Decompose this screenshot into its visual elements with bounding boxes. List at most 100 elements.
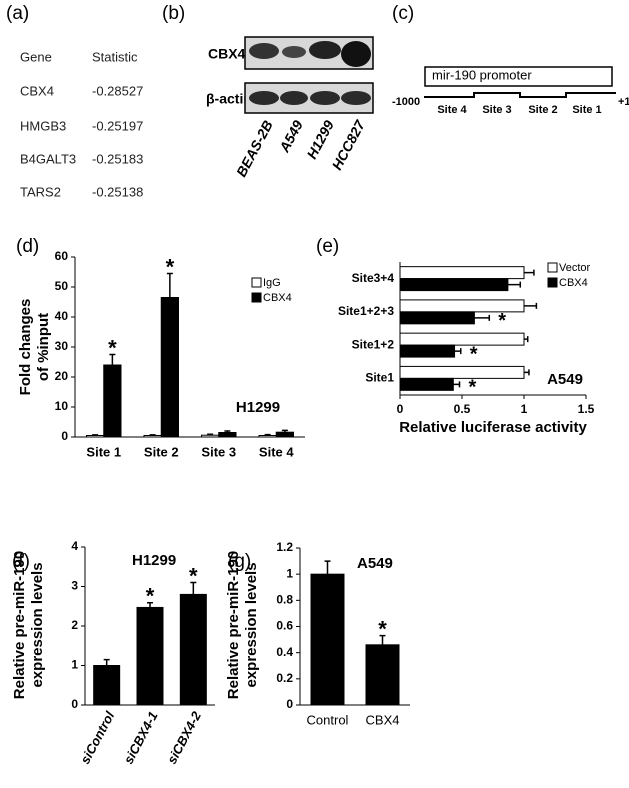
error-bar: [166, 272, 173, 298]
y-tick-label: 0.4: [276, 645, 293, 659]
table-cell: -0.28527: [92, 83, 143, 98]
annotation: H1299: [236, 399, 280, 416]
significance: *: [470, 343, 478, 365]
panel-label: (d): [16, 236, 39, 257]
bar: [179, 593, 207, 706]
bar: [399, 278, 509, 292]
bar: [275, 431, 294, 438]
error-bar: [109, 353, 116, 365]
x-tick-label: Site 2: [144, 444, 179, 459]
bar: [399, 266, 525, 280]
promoter-box: [424, 66, 613, 87]
cell-line-label: BEAS-2B: [233, 118, 276, 180]
error-bar: [524, 369, 530, 376]
x-tick-label: 1.5: [578, 402, 595, 416]
protein-label: CBX4: [208, 46, 246, 62]
table-cell: -0.25138: [92, 184, 143, 199]
panel-label: (a): [6, 3, 29, 24]
position-label: -1000: [392, 96, 420, 108]
y-tick-label: 0: [286, 697, 293, 711]
y-tick-label: 1.2: [276, 540, 293, 554]
error-bar: [224, 430, 231, 433]
y-tick-label: 0: [61, 429, 68, 443]
bar: [218, 432, 237, 438]
y-axis-label: Fold changes: [17, 299, 34, 396]
error-bar: [281, 429, 288, 433]
significance: *: [146, 584, 155, 609]
x-tick-label: siCBX4-2: [164, 708, 204, 766]
y-tick-label: 10: [55, 399, 69, 413]
error-bar: [92, 434, 99, 436]
error-bar: [324, 560, 331, 575]
legend-label: CBX4: [263, 292, 292, 304]
y-tick-label: Site1: [365, 371, 394, 385]
bar: [86, 435, 105, 438]
y-axis-label: expression levels: [29, 562, 46, 687]
y-tick-label: 2: [71, 618, 78, 632]
error-bar: [103, 658, 110, 666]
x-tick-label: siControl: [77, 709, 117, 767]
bar: [136, 606, 164, 706]
y-tick-label: 20: [55, 369, 69, 383]
error-bar: [524, 302, 538, 309]
bar: [258, 435, 277, 438]
significance: *: [378, 616, 387, 641]
legend-swatch: [251, 277, 262, 288]
table-cell: CBX4: [20, 83, 54, 98]
table-cell: -0.25183: [92, 151, 143, 166]
panel-label: (c): [392, 3, 414, 24]
x-tick-label: Site 3: [201, 444, 236, 459]
error-bar: [524, 269, 535, 276]
panel-label: (b): [162, 3, 185, 24]
panel-label: (f): [12, 551, 30, 572]
y-tick-label: Site1+2: [352, 337, 395, 351]
x-tick-label: Site 1: [86, 444, 121, 459]
chart-title: A549: [357, 555, 393, 572]
site-label: Site 1: [572, 104, 601, 116]
y-tick-label: 0.8: [276, 593, 293, 607]
position-label: +1: [618, 96, 629, 108]
significance: *: [469, 377, 477, 399]
bar: [103, 364, 122, 438]
x-tick-label: siCBX4-1: [121, 709, 161, 766]
bar: [399, 365, 525, 379]
error-bar: [524, 336, 529, 343]
y-tick-label: 0.6: [276, 619, 293, 633]
table-header: Gene: [20, 49, 52, 64]
y-tick-label: 3: [71, 579, 78, 593]
bar: [143, 435, 162, 438]
promoter-line: [424, 92, 616, 98]
promoter-label: mir-190 promoter: [432, 67, 532, 82]
bar: [399, 377, 454, 391]
error-bar: [507, 281, 522, 288]
table-cell: -0.25197: [92, 118, 143, 133]
x-tick-label: 1: [521, 402, 528, 416]
cell-line-label: A549: [276, 117, 306, 155]
table-cell: B4GALT3: [20, 151, 76, 166]
significance: *: [166, 254, 175, 279]
significance: *: [498, 310, 506, 332]
bar: [399, 344, 456, 358]
y-axis-label: of %input: [35, 313, 52, 381]
bar: [399, 332, 525, 346]
error-bar: [147, 601, 153, 608]
blot: [244, 36, 374, 114]
y-tick-label: 60: [55, 249, 69, 263]
panel-label: (e): [316, 236, 339, 257]
site-label: Site 4: [437, 104, 467, 116]
x-tick-label: CBX4: [366, 712, 400, 727]
y-tick-label: 0.2: [276, 671, 293, 685]
y-tick-label: 0: [71, 697, 78, 711]
y-tick-label: Site3+4: [352, 271, 395, 285]
error-bar: [190, 581, 197, 595]
significance: *: [108, 335, 117, 360]
x-tick-label: 0.5: [454, 402, 471, 416]
legend-label: IgG: [263, 277, 281, 289]
y-axis-label: Relative pre-miR-190: [11, 551, 28, 699]
y-tick-label: 1: [286, 566, 293, 580]
site-label: Site 2: [528, 104, 557, 116]
table-header: Statistic: [92, 49, 138, 64]
bar: [310, 573, 345, 706]
bar: [201, 434, 220, 438]
